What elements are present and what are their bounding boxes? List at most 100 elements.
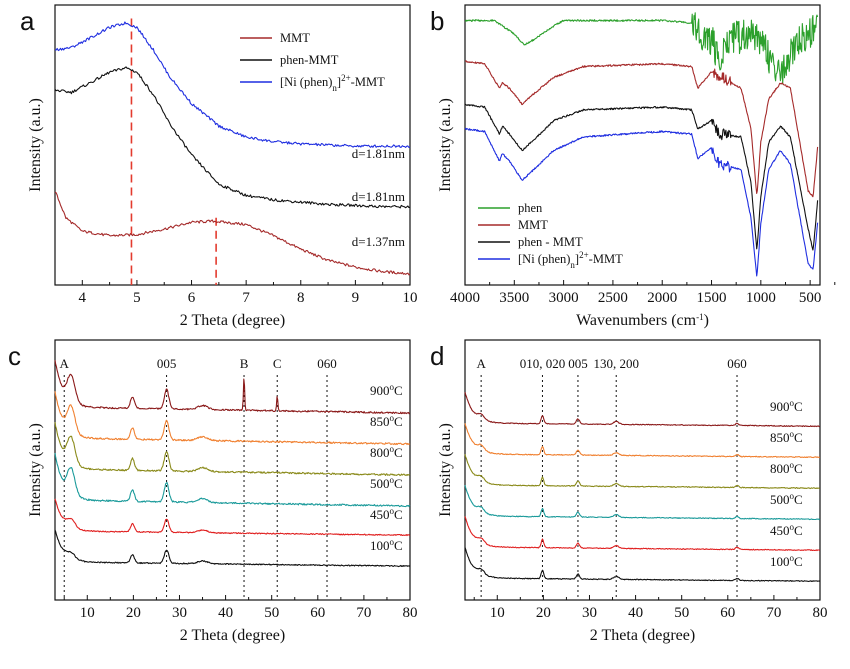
series-line-Ni — [464, 127, 819, 277]
series-line-100oC — [54, 529, 411, 568]
legend-label-a: phen-MMT — [280, 53, 339, 67]
x-tick-label-d: 70 — [766, 605, 781, 621]
x-tick-label-c: 50 — [264, 605, 279, 621]
x-tick-label-d: 10 — [490, 605, 505, 621]
temperature-label-c: 450oC — [370, 506, 403, 522]
series-line-800oC — [54, 422, 411, 477]
peak-label-c: 005 — [157, 356, 177, 371]
panel-label-a: a — [20, 6, 35, 36]
d-spacing-annotation: d=1.81nm — [352, 189, 405, 204]
series-line-MMT — [464, 60, 819, 198]
x-tick-label-c: 60 — [310, 605, 325, 621]
temperature-label-d: 900oC — [770, 398, 803, 414]
temperature-label-c: 500oC — [370, 475, 403, 491]
series-line-850oC — [464, 423, 821, 459]
series-line-450oC — [54, 498, 411, 537]
series-line-100oC — [464, 547, 821, 583]
temperature-label-d: 500oC — [770, 491, 803, 507]
temperature-label-c: 900oC — [370, 382, 403, 398]
legend-label-b: phen - MMT — [518, 235, 583, 249]
legend-label-b: MMT — [518, 218, 548, 232]
peak-label-c: 060 — [317, 356, 337, 371]
x-axis-label-d: 2 Theta (degree) — [590, 627, 695, 644]
series-line-MMT — [54, 191, 411, 276]
panel-label-d: d — [430, 341, 444, 371]
panel-label-b: b — [430, 6, 444, 36]
series-line-phen — [464, 12, 819, 85]
peak-label-d: 130, 200 — [593, 356, 639, 371]
x-axis-label-c: 2 Theta (degree) — [180, 627, 285, 644]
x-tick-label-b: 1000 — [746, 290, 776, 306]
x-tick-label-a: 5 — [133, 290, 141, 306]
x-tick-label-d: 50 — [674, 605, 689, 621]
x-axis-label-b: Wavenumbers (cm-1) — [576, 312, 709, 329]
series-line-phen-MMT — [54, 66, 411, 209]
x-tick-label-c: 40 — [218, 605, 233, 621]
x-tick-label-a: 9 — [352, 290, 360, 306]
y-axis-label-a: Intensity (a.u.) — [27, 98, 44, 192]
temperature-label-c: 800oC — [370, 444, 403, 460]
panel-c: 10 20 30 40 50 60 70 80 2 Theta (degree) Intensit… — [8, 339, 418, 644]
temperature-label-c: 850oC — [370, 413, 403, 429]
legend-label-a: [Ni (phen)n]2+-MMT — [280, 73, 385, 93]
legend-label-b: phen — [518, 201, 543, 215]
panel-b: 4000 3500 3000 2500 2000 1500 1000 500 Wavenumbe… — [430, 4, 836, 329]
x-tick-label-b: 3500 — [499, 290, 529, 306]
x-tick-label-a: 10 — [403, 290, 418, 306]
x-tick-label-b: 2500 — [598, 290, 628, 306]
d-spacing-annotation: d=1.81nm — [352, 146, 405, 161]
peak-label-d: 060 — [727, 356, 747, 371]
x-tick-label-d: 80 — [813, 605, 828, 621]
series-line-900oC — [54, 360, 411, 415]
temperature-label-d: 800oC — [770, 460, 803, 476]
x-tick-label-c: 30 — [172, 605, 187, 621]
series-line-900oC — [464, 392, 820, 428]
panel-a: 4 5 6 7 8 9 10 2 Theta (degree) Intensity (a.u.)… — [20, 4, 418, 329]
temperature-label-d: 850oC — [770, 429, 803, 445]
x-tick-label-b: 1500 — [697, 290, 727, 306]
temperature-label-c: 100oC — [370, 537, 403, 553]
x-tick-label-c: 80 — [403, 605, 418, 621]
plot-frame-a — [54, 4, 411, 286]
peak-label-c: C — [273, 356, 282, 371]
temperature-label-d: 100oC — [770, 553, 803, 569]
x-tick-label-a: 6 — [188, 290, 196, 306]
x-tick-label-c: 10 — [80, 605, 95, 621]
y-axis-label-d: Intensity (a.u.) — [437, 423, 454, 517]
legend-label-a: MMT — [280, 31, 310, 45]
series-line-500oC — [54, 452, 411, 508]
peak-label-d: A — [476, 356, 486, 371]
legend-label-b: [Ni (phen)n]2+-MMT — [518, 250, 623, 270]
x-tick-label-a: 7 — [242, 290, 250, 306]
x-tick-label-d: 30 — [582, 605, 597, 621]
series-line-500oC — [464, 484, 821, 521]
x-tick-label-c: 70 — [356, 605, 371, 621]
d-spacing-annotation: d=1.37nm — [352, 234, 405, 249]
panel-d: 10 20 30 40 50 60 70 80 2 Theta (degree) Intensit… — [430, 339, 828, 644]
plot-frame-d — [464, 339, 821, 601]
series-line-800oC — [464, 454, 821, 490]
series-line-850oC — [54, 391, 411, 446]
plot-frame-c — [54, 339, 411, 601]
panel-label-c: c — [8, 341, 21, 371]
y-axis-label-b: Intensity (a.u.) — [437, 98, 454, 192]
plot-frame-b — [464, 4, 821, 286]
peak-label-c: B — [240, 356, 249, 371]
x-tick-label-d: 60 — [720, 605, 735, 621]
peak-label-d: 005 — [568, 356, 588, 371]
y-axis-label-c: Intensity (a.u.) — [27, 423, 44, 517]
series-line-450oC — [464, 516, 821, 552]
x-tick-label-b: 4000 — [450, 290, 480, 306]
temperature-label-d: 450oC — [770, 522, 803, 538]
peak-label-c: A — [60, 356, 70, 371]
series-line-Ni — [54, 21, 411, 148]
peak-label-d: 010, 020 — [520, 356, 566, 371]
x-tick-label-a: 4 — [79, 290, 87, 306]
x-tick-label-d: 40 — [628, 605, 643, 621]
x-tick-label-b: 500 — [799, 290, 822, 306]
x-tick-label-d: 20 — [536, 605, 551, 621]
series-line-phen-MMT — [464, 103, 819, 251]
x-tick-label-b: 3000 — [549, 290, 579, 306]
x-tick-label-a: 8 — [297, 290, 305, 306]
